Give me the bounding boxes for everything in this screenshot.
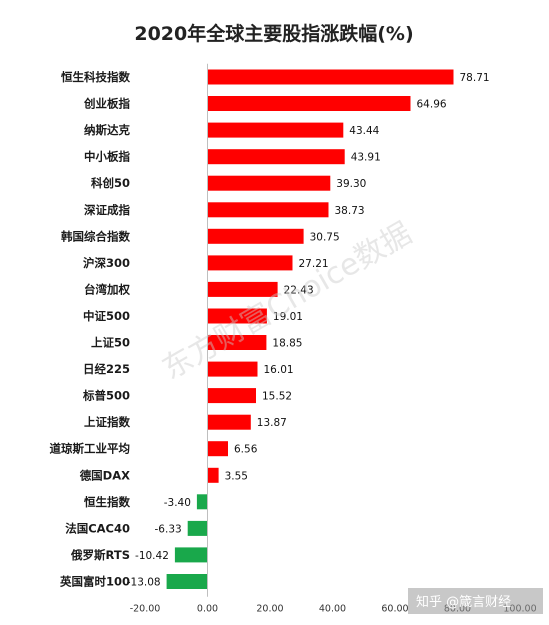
value-label: 6.56 <box>234 444 258 456</box>
bar <box>207 361 258 377</box>
category-label: 日经225 <box>83 362 130 376</box>
value-label: 64.96 <box>417 99 447 111</box>
category-label: 英国富时100 <box>59 575 130 589</box>
category-label: 恒生指数 <box>84 495 130 509</box>
value-labels: 78.71 64.96 43.44 43.91 39.30 38.73 30.75 27.21… <box>127 72 490 589</box>
value-label: 13.87 <box>257 417 287 429</box>
x-tick-label: 40.00 <box>319 604 346 615</box>
bar <box>187 520 208 536</box>
bar <box>207 122 344 138</box>
bar <box>207 414 251 430</box>
value-label: 30.75 <box>310 231 340 243</box>
category-label: 台湾加权 <box>84 282 130 296</box>
bar <box>196 494 208 510</box>
bar <box>207 149 345 165</box>
bar <box>207 388 256 404</box>
bar <box>166 574 208 589</box>
x-tick-label: 20.00 <box>256 604 283 615</box>
value-label: -10.42 <box>135 550 169 562</box>
value-label: 15.52 <box>262 391 292 403</box>
bar <box>207 96 411 111</box>
category-label: 法国CAC40 <box>65 521 130 535</box>
category-label: 中小板指 <box>84 150 130 164</box>
category-label: 恒生科技指数 <box>61 70 130 84</box>
x-tick-label: 60.00 <box>381 604 408 615</box>
category-label: 上证50 <box>91 336 130 350</box>
bars-group <box>166 69 454 589</box>
category-label: 纳斯达克 <box>84 123 130 137</box>
credit-text: 知乎 @箴言财经 <box>416 594 511 610</box>
value-label: 39.30 <box>336 178 366 190</box>
bar <box>207 281 278 297</box>
value-label: 43.44 <box>349 125 379 137</box>
bar <box>207 69 454 85</box>
bar <box>207 335 267 350</box>
value-label: 16.01 <box>264 364 294 376</box>
category-label: 上证指数 <box>84 415 130 429</box>
value-label: 22.43 <box>284 284 314 296</box>
value-label: -3.40 <box>164 497 191 509</box>
bar <box>174 547 208 563</box>
chart-title: 2020年全球主要股指涨跌幅(%) <box>134 22 413 45</box>
category-label: 中证500 <box>83 309 130 323</box>
value-label: 3.55 <box>225 470 248 482</box>
value-label: 38.73 <box>335 205 365 217</box>
value-label: 19.01 <box>273 311 303 323</box>
category-label: 道琼斯工业平均 <box>50 442 131 456</box>
category-label: 俄罗斯RTS <box>70 548 130 562</box>
bar <box>207 441 228 457</box>
bar <box>207 228 304 244</box>
bar <box>207 202 329 218</box>
value-label: 27.21 <box>299 258 329 270</box>
value-label: 43.91 <box>351 152 381 164</box>
value-label: -6.33 <box>155 523 182 535</box>
bar <box>207 467 219 483</box>
category-label: 沪深300 <box>83 256 130 270</box>
x-tick-label: -20.00 <box>130 604 161 615</box>
x-tick-label: 0.00 <box>197 604 218 615</box>
credit-background <box>408 588 543 614</box>
category-label: 德国DAX <box>79 468 130 482</box>
value-label: 78.71 <box>460 72 490 84</box>
value-label: 18.85 <box>272 338 302 350</box>
category-label: 创业板指 <box>83 97 130 111</box>
category-label: 标普500 <box>82 389 130 403</box>
bar <box>207 255 293 271</box>
category-label: 韩国综合指数 <box>61 229 130 243</box>
bar <box>207 175 331 191</box>
category-label: 深证成指 <box>84 203 130 217</box>
bar <box>207 308 267 324</box>
category-label: 科创50 <box>91 176 130 190</box>
value-label: -13.08 <box>127 577 161 589</box>
